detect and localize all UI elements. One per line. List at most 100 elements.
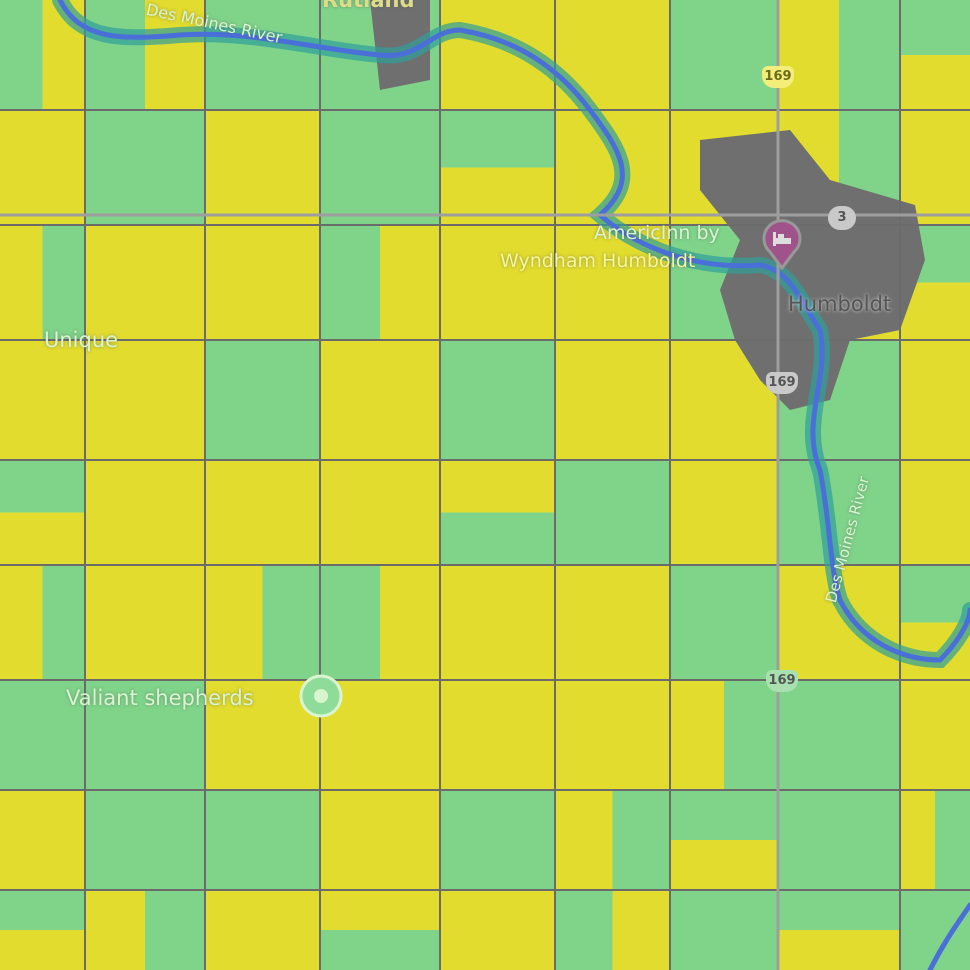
crop-field	[724, 680, 778, 790]
crop-field	[205, 225, 263, 340]
crop-field	[0, 930, 85, 970]
crop-field	[0, 460, 85, 513]
crop-field	[670, 0, 778, 55]
crop-field	[320, 340, 440, 460]
place-label-unique[interactable]: Unique	[44, 328, 119, 352]
crop-field	[440, 400, 555, 460]
crop-field	[555, 680, 670, 790]
crop-field	[670, 680, 724, 790]
crop-field	[497, 790, 555, 890]
crop-field	[85, 0, 145, 110]
crop-field	[320, 735, 440, 790]
crop-field	[145, 0, 205, 110]
crop-field	[145, 460, 205, 565]
crop-field	[0, 110, 85, 225]
crop-field	[0, 680, 85, 790]
crop-field	[380, 565, 440, 680]
crop-field	[935, 340, 970, 460]
crop-field	[0, 565, 43, 680]
town-label-rutland[interactable]: Rutland	[322, 0, 415, 12]
crop-field	[440, 565, 555, 680]
crop-field	[670, 790, 778, 840]
crop-field	[440, 512, 555, 565]
crop-field	[262, 565, 320, 680]
crop-field	[935, 460, 970, 565]
crop-field	[778, 735, 900, 790]
crop-field	[670, 55, 778, 110]
crop-field	[320, 565, 380, 680]
crop-field	[42, 340, 85, 460]
crop-field	[440, 680, 555, 790]
crop-field	[85, 890, 145, 970]
crop-field	[440, 225, 555, 340]
bed-icon[interactable]	[762, 218, 802, 274]
crop-field	[778, 890, 900, 930]
crop-field	[145, 110, 205, 225]
crop-field	[612, 890, 670, 970]
crop-field	[85, 340, 205, 400]
crop-field	[0, 0, 43, 110]
crop-field	[320, 890, 440, 930]
crop-field	[670, 460, 778, 565]
crop-field	[900, 340, 935, 460]
crop-field	[555, 340, 670, 400]
crop-field	[670, 565, 778, 680]
crop-field	[205, 790, 320, 890]
crop-field	[555, 400, 670, 460]
crop-field	[205, 565, 263, 680]
crop-field	[145, 890, 205, 970]
crop-field	[440, 890, 555, 970]
crop-field	[900, 680, 970, 790]
crop-field	[205, 512, 320, 565]
crop-field	[778, 400, 900, 460]
crop-field	[42, 790, 85, 890]
crop-field	[320, 930, 440, 970]
crop-field	[778, 930, 900, 970]
crop-field	[85, 400, 205, 460]
us-169-shield-mid: 169	[766, 372, 798, 394]
crop-field	[205, 340, 263, 460]
crop-field	[320, 460, 440, 565]
crop-field	[205, 460, 320, 513]
crop-field	[85, 460, 145, 565]
crop-field	[380, 790, 440, 890]
crop-field	[555, 565, 670, 680]
crop-field	[900, 460, 935, 565]
crop-field	[85, 110, 145, 225]
crop-field	[778, 680, 900, 735]
town-label-humboldt[interactable]: Humboldt	[788, 292, 892, 316]
crop-field	[380, 225, 440, 340]
hotel-label-line1[interactable]: AmericInn by	[594, 222, 720, 244]
place-label-valiant-shepherds[interactable]: Valiant shepherds	[66, 686, 254, 710]
crop-field	[839, 460, 900, 565]
crop-field	[440, 0, 498, 110]
crop-field	[778, 790, 900, 890]
crop-field	[205, 110, 320, 225]
ia-3-shield: 3	[828, 206, 856, 230]
crop-field	[0, 890, 85, 930]
crop-field	[555, 890, 613, 970]
crop-field	[205, 680, 263, 790]
crop-field	[320, 110, 440, 168]
des-moines-river	[52, 0, 970, 970]
crop-field	[85, 622, 205, 680]
crop-field	[262, 0, 320, 110]
us-169-shield-low: 169	[766, 670, 798, 692]
crop-field	[900, 55, 970, 110]
crop-field	[85, 790, 205, 890]
crop-field	[555, 460, 670, 565]
place-pin-icon[interactable]	[298, 674, 344, 724]
crop-field	[440, 110, 555, 168]
hotel-label-line2[interactable]: Wyndham Humboldt	[500, 250, 696, 272]
crop-field	[900, 790, 935, 890]
crop-field	[839, 0, 900, 110]
crop-field	[42, 225, 85, 340]
crop-field	[900, 565, 970, 623]
crop-field	[0, 225, 43, 340]
crop-field	[935, 790, 970, 890]
crop-field	[205, 890, 320, 970]
